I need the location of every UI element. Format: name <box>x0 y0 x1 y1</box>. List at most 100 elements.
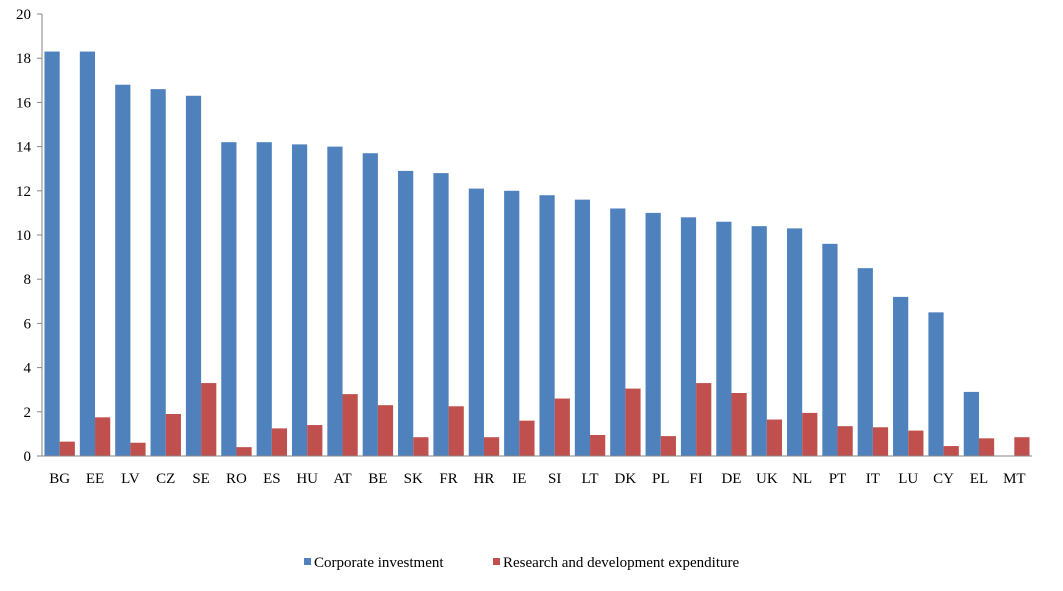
bar-corporate-investment <box>398 170 414 456</box>
bar-corporate-investment <box>256 142 272 456</box>
x-tick-label: DE <box>721 471 741 487</box>
x-tick-label: EL <box>970 471 988 487</box>
bar-corporate-investment <box>716 221 732 456</box>
bar-rd-expenditure <box>696 383 712 456</box>
y-tick-label: 14 <box>16 140 32 156</box>
bar-rd-expenditure <box>483 437 500 456</box>
y-tick-label: 2 <box>24 405 32 421</box>
x-tick-label: SK <box>404 471 423 487</box>
bar-corporate-investment <box>150 89 166 456</box>
y-tick-label: 8 <box>24 272 32 288</box>
bar-corporate-investment <box>221 142 237 456</box>
x-axis: BG EE LV CZ SE RO ES HU AT BE SK FR HR IE SI LT DK PL FI DE… <box>42 455 1032 487</box>
y-tick-label: 16 <box>16 95 32 111</box>
x-tick-label: IE <box>512 471 526 487</box>
bar-rd-expenditure <box>802 412 818 456</box>
bar-corporate-investment <box>539 195 555 456</box>
bar-rd-expenditure <box>625 388 641 456</box>
x-tick-label: HR <box>474 471 495 487</box>
bar-corporate-investment <box>928 312 944 456</box>
x-tick-label: LV <box>121 471 140 487</box>
bar-rd-expenditure <box>554 398 570 456</box>
x-tick-label: CY <box>933 471 954 487</box>
bar-corporate-investment <box>857 268 873 456</box>
bar-rd-expenditure <box>377 405 394 456</box>
bar-rd-expenditure <box>342 394 358 456</box>
y-tick-label: 12 <box>16 184 31 200</box>
bar-rd-expenditure <box>731 393 747 456</box>
x-tick-label: LT <box>582 471 599 487</box>
x-tick-label: PL <box>652 471 670 487</box>
x-tick-label: DK <box>615 471 637 487</box>
bar-corporate-investment <box>680 217 697 456</box>
bar-rd-expenditure <box>943 446 959 456</box>
bar-corporate-investment <box>291 144 308 456</box>
bar-corporate-investment <box>751 226 767 456</box>
bar-corporate-investment <box>79 51 96 456</box>
legend-swatch <box>493 558 500 565</box>
x-tick-label: BE <box>368 471 387 487</box>
bar-rd-expenditure <box>519 420 535 456</box>
bar-rd-expenditure <box>908 430 924 456</box>
x-tick-label: MT <box>1003 471 1026 487</box>
x-tick-label: LU <box>898 471 918 487</box>
x-tick-label: FI <box>689 471 702 487</box>
x-tick-label: EE <box>86 471 104 487</box>
bar-corporate-investment <box>963 391 979 456</box>
bar-rd-expenditure <box>872 427 889 456</box>
x-tick-label: AT <box>333 471 351 487</box>
x-tick-label: FR <box>439 471 457 487</box>
bar-rd-expenditure <box>1014 437 1030 456</box>
legend-label: Research and development expenditure <box>503 555 739 571</box>
legend: Corporate investment Research and develop… <box>304 555 739 571</box>
bar-rd-expenditure <box>413 437 429 456</box>
x-tick-label: IT <box>866 471 880 487</box>
legend-swatch <box>304 558 311 565</box>
bar-corporate-investment <box>822 243 838 456</box>
x-tick-label: PT <box>829 471 847 487</box>
bar-rd-expenditure <box>448 406 464 456</box>
bar-rd-expenditure <box>307 425 323 456</box>
bar-corporate-investment <box>468 188 484 456</box>
bar-rd-expenditure <box>165 414 181 456</box>
bar-rd-expenditure <box>837 426 853 456</box>
x-tick-label: UK <box>756 471 778 487</box>
bar-corporate-investment <box>574 199 591 456</box>
bar-corporate-investment <box>362 153 378 457</box>
x-tick-label: ES <box>263 471 281 487</box>
bar-rd-expenditure <box>130 442 146 456</box>
y-tick-label: 20 <box>16 7 31 23</box>
bar-rd-expenditure <box>660 436 676 456</box>
bar-rd-expenditure <box>95 417 111 456</box>
bar-corporate-investment <box>786 228 803 456</box>
x-tick-label: RO <box>226 471 247 487</box>
y-tick-label: 4 <box>24 361 32 377</box>
bar-rd-expenditure <box>766 419 783 456</box>
x-tick-label: NL <box>792 471 812 487</box>
bar-rd-expenditure <box>271 428 288 456</box>
x-tick-label: SI <box>548 471 561 487</box>
bar-rd-expenditure <box>59 441 75 456</box>
x-tick-label: CZ <box>156 471 175 487</box>
bar-corporate-investment <box>185 95 202 457</box>
x-tick-label: BG <box>49 471 70 487</box>
y-tick-label: 10 <box>16 228 31 244</box>
bar-corporate-investment <box>610 208 626 456</box>
bar-rd-expenditure <box>978 438 995 456</box>
bar-rd-expenditure <box>236 447 252 456</box>
y-tick-label: 0 <box>24 449 32 465</box>
bar-corporate-investment <box>115 84 131 456</box>
bar-corporate-investment <box>645 212 661 456</box>
bar-corporate-investment <box>504 190 520 457</box>
y-tick-label: 6 <box>24 316 32 332</box>
bar-corporate-investment <box>433 173 449 456</box>
legend-label: Corporate investment <box>314 555 444 571</box>
bar-corporate-investment <box>893 296 909 456</box>
x-tick-label: SE <box>192 471 210 487</box>
y-axis: 0 2 4 6 8 10 12 14 16 18 20 <box>16 7 43 465</box>
x-tick-label: HU <box>296 471 318 487</box>
bar-rd-expenditure <box>590 435 606 456</box>
bars <box>44 51 1030 457</box>
bar-corporate-investment <box>44 51 60 456</box>
